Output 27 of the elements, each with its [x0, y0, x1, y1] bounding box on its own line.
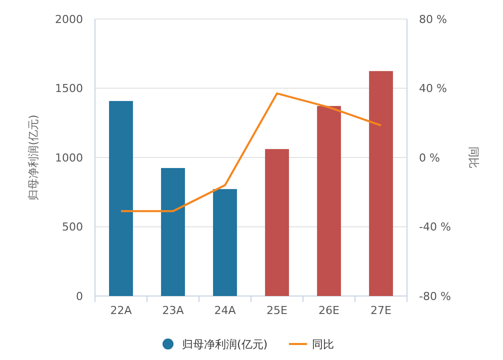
bar [161, 168, 185, 296]
bar [369, 71, 393, 296]
y-tick-label: 2000 [55, 12, 83, 26]
y-tick-label: 1500 [55, 82, 83, 96]
y2-axis-title: 同比 [467, 146, 480, 168]
y2-tick-label: 40 % [419, 82, 447, 96]
x-tick-label: 23A [162, 304, 184, 317]
bar [265, 149, 289, 296]
line-series [120, 92, 382, 212]
bar [213, 189, 237, 296]
y2-tick-label: -40 % [419, 220, 451, 234]
y2-tick-label: 0 % [419, 151, 440, 164]
x-tick-label: 22A [110, 304, 132, 317]
y-axis-title: 归母净利润(亿元) [27, 114, 40, 200]
bar [317, 106, 341, 296]
y-tick-label: 0 [76, 290, 83, 303]
x-tick-label: 27E [370, 304, 392, 317]
x-tick-label: 26E [318, 304, 340, 317]
y2-tick-label: -80 % [419, 290, 451, 303]
legend-label: 同比 [312, 338, 334, 351]
y-tick-label: 1000 [55, 151, 83, 164]
x-tick-label: 24A [214, 304, 236, 317]
y-tick-label: 500 [62, 220, 83, 234]
bar [109, 100, 133, 296]
x-tick-label: 25E [266, 304, 288, 317]
y2-tick-label: 80 % [419, 12, 447, 26]
legend-label: 归母净利润(亿元) [182, 338, 268, 351]
